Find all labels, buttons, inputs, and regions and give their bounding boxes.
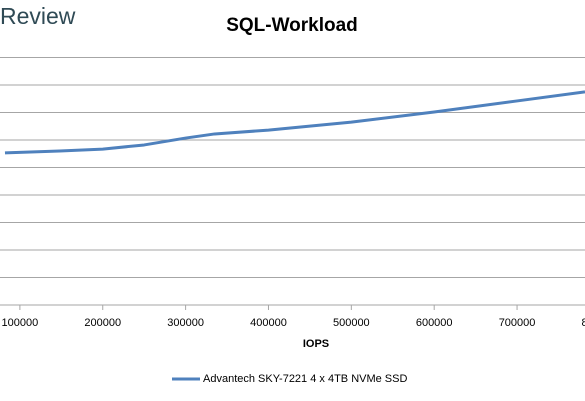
x-tick-label: 100000 bbox=[2, 317, 39, 329]
chart-title: SQL-Workload bbox=[226, 15, 358, 36]
legend-label: Advantech SKY-7221 4 x 4TB NVMe SSD bbox=[203, 373, 407, 385]
x-tick-label: 300000 bbox=[167, 317, 204, 329]
x-tick-label: 400000 bbox=[250, 317, 287, 329]
x-tick-label: 500000 bbox=[333, 317, 370, 329]
x-tick-label: 600000 bbox=[416, 317, 453, 329]
data-line bbox=[4, 90, 585, 155]
x-tick-label: 800000 bbox=[582, 317, 585, 329]
x-tick-label: 200000 bbox=[84, 317, 121, 329]
x-tick-label: 700000 bbox=[499, 317, 536, 329]
x-axis-label: IOPS bbox=[303, 338, 329, 350]
logo: Review bbox=[0, 3, 76, 29]
